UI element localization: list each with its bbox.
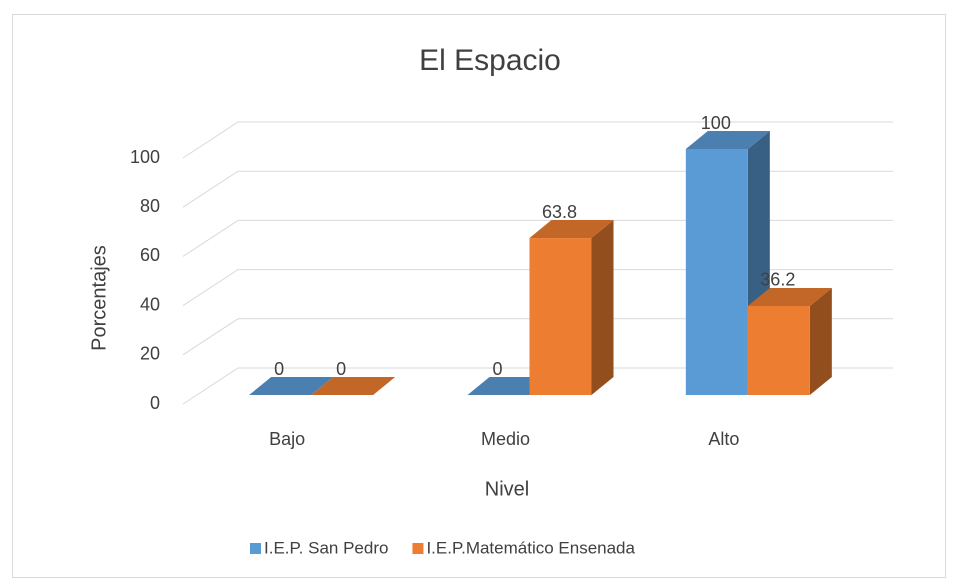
y-tick-label: 60 xyxy=(140,245,160,265)
legend-swatch xyxy=(412,543,424,554)
bar xyxy=(685,149,748,395)
bar-top xyxy=(685,131,770,149)
grid-line xyxy=(182,170,893,208)
data-label: 100 xyxy=(701,113,731,133)
x-tick-label: Alto xyxy=(708,429,739,449)
bar-side xyxy=(591,220,614,395)
bar-top xyxy=(529,220,614,239)
bar-top xyxy=(249,377,334,395)
x-axis-label: Nivel xyxy=(485,478,529,500)
data-label: 0 xyxy=(274,359,284,379)
data-label: 63.8 xyxy=(542,202,577,222)
legend-label: I.E.P.Matemático Ensenada xyxy=(426,538,635,557)
grid-line xyxy=(182,318,893,356)
y-tick-label: 100 xyxy=(130,147,160,167)
y-tick-label: 80 xyxy=(140,196,160,216)
y-tick-label: 20 xyxy=(140,344,160,364)
grid-line xyxy=(182,219,893,257)
grid-line xyxy=(182,121,893,159)
y-axis-label: Porcentajes xyxy=(88,245,110,351)
bar xyxy=(529,238,592,395)
bar xyxy=(747,305,810,395)
y-tick-label: 40 xyxy=(140,294,160,314)
grid-line xyxy=(182,269,893,307)
legend-label: I.E.P. San Pedro xyxy=(264,538,388,557)
grid-line xyxy=(182,367,893,405)
data-label: 36.2 xyxy=(760,270,795,290)
bar-top xyxy=(747,287,832,306)
legend-swatch xyxy=(250,543,261,554)
x-tick-label: Bajo xyxy=(269,429,305,449)
x-tick-label: Medio xyxy=(481,429,530,449)
chart-title: El Espacio xyxy=(419,44,561,77)
y-tick-label: 0 xyxy=(150,393,160,413)
bar-top xyxy=(311,377,396,395)
bar-side xyxy=(809,287,832,395)
data-label: 0 xyxy=(492,359,502,379)
data-label: 0 xyxy=(336,359,346,379)
